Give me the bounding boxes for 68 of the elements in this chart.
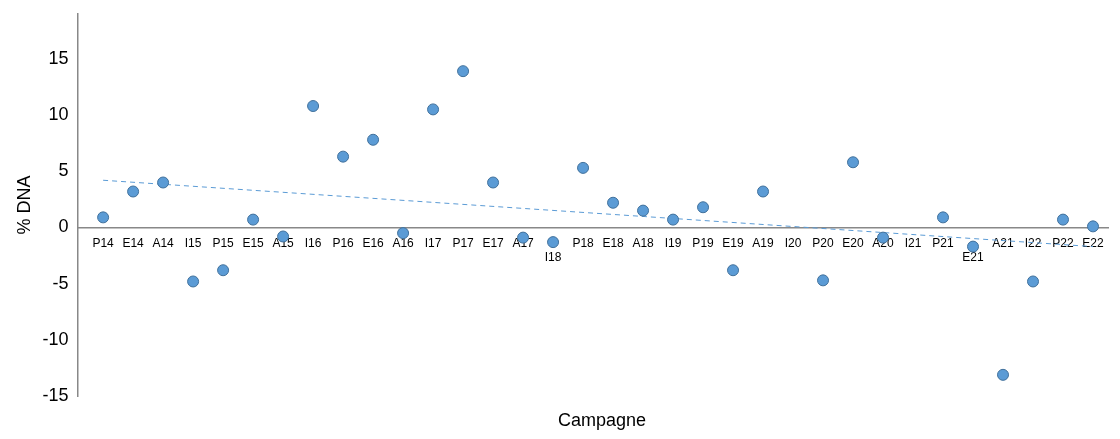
x-tick-label: P19 [692,236,715,251]
x-tick-label: P18 [572,236,595,251]
y-axis-title: % DNA [13,175,34,235]
point [367,133,380,146]
point [1057,213,1070,226]
point [997,368,1010,381]
y-tick-label: -10 [42,328,69,349]
point [547,236,560,249]
x-tick-label: E17 [482,236,505,251]
point [967,240,980,253]
point [157,176,170,189]
x-tick-label: I18 [544,250,562,265]
point [337,150,350,163]
x-tick-label: E22 [1082,236,1104,251]
x-tick-label: I15 [184,236,202,251]
point [247,213,260,226]
point [937,211,950,224]
x-tick-label: I16 [304,236,322,251]
point [187,275,200,288]
y-tick-label: 10 [48,103,69,124]
point [97,211,110,224]
x-tick-label: I21 [904,236,922,251]
point [1087,220,1099,233]
y-tick-label: 5 [58,160,69,181]
x-tick-label: P17 [452,236,475,251]
x-tick-label: A14 [152,236,175,251]
point [817,274,830,287]
point [637,204,650,217]
point [757,185,770,198]
x-tick-label: E18 [602,236,625,251]
point [667,213,680,226]
x-tick-label: E16 [362,236,385,251]
point [727,264,740,277]
point [307,100,320,113]
point [427,103,440,116]
x-tick-label: P15 [212,236,235,251]
x-tick-label: A21 [992,236,1015,251]
x-tick-label: P14 [92,236,115,251]
x-tick-label: I19 [664,236,682,251]
y-tick-label: -15 [42,385,69,406]
y-tick-label: 15 [48,47,69,68]
x-tick-label: E21 [962,250,985,265]
point [487,176,500,189]
x-tick-label: P16 [332,236,355,251]
x-tick-label: E19 [722,236,745,251]
x-tick-label: A16 [392,236,415,251]
point [607,196,620,209]
x-tick-label: I20 [784,236,802,251]
point [217,264,230,277]
point [127,185,140,198]
y-tick-label: 0 [58,216,69,237]
x-tick-label: E15 [242,236,265,251]
y-tick-label: -5 [52,272,69,293]
point [847,156,860,169]
point [697,201,710,214]
point [577,161,590,174]
x-tick-label: A18 [632,236,655,251]
x-tick-label: I17 [424,236,442,251]
x-tick-label: I22 [1024,236,1042,251]
x-axis-title: Campagne [556,410,648,431]
x-tick-label: P21 [932,236,955,251]
x-tick-label: E14 [122,236,145,251]
x-tick-label: E20 [842,236,865,251]
x-tick-label: P20 [812,236,835,251]
x-tick-label: P22 [1052,236,1074,251]
x-tick-label: A19 [752,236,775,251]
point [457,65,470,78]
point [1027,275,1040,288]
